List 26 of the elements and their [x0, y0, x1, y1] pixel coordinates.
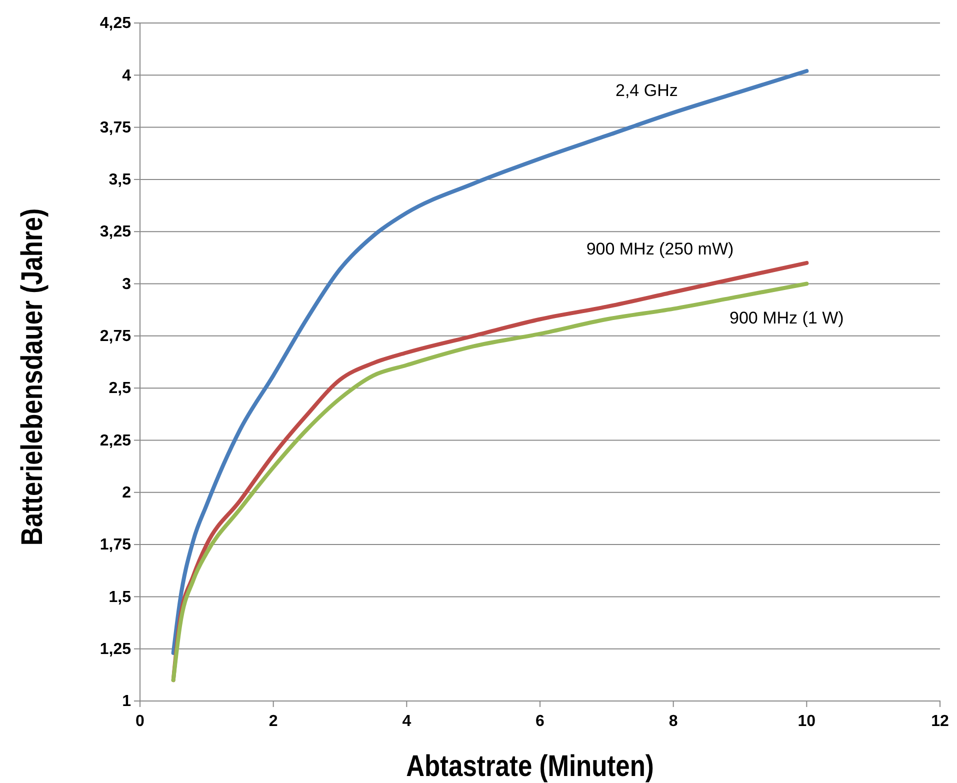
y-tick-label: 1 — [122, 693, 132, 710]
y-tick-label: 1,5 — [108, 588, 132, 606]
x-tick-label: 6 — [536, 713, 545, 730]
series-label: 900 MHz (1 W) — [730, 308, 844, 328]
x-tick-label: 0 — [136, 713, 145, 730]
x-tick-label: 8 — [668, 713, 678, 730]
y-tick-label: 2,75 — [100, 328, 132, 346]
x-tick-label: 10 — [798, 713, 816, 730]
y-tick-label: 3,5 — [108, 172, 132, 189]
x-axis-title: Abtastrate (Minuten) — [406, 749, 654, 782]
y-tick-label: 3 — [122, 276, 132, 293]
x-tick-label: 12 — [931, 713, 949, 730]
y-tick-label: 2,5 — [108, 380, 132, 398]
y-tick-label: 2 — [122, 484, 132, 502]
y-tick-label: 2,25 — [100, 432, 132, 450]
y-tick-label: 4 — [122, 67, 132, 84]
y-tick-label: 1,75 — [100, 536, 132, 554]
y-tick-label: 1,25 — [100, 640, 132, 658]
y-tick-label: 4,25 — [100, 15, 132, 32]
series-label: 900 MHz (250 mW) — [586, 240, 734, 259]
y-tick-label: 3,75 — [100, 119, 132, 136]
x-tick-label: 2 — [268, 713, 278, 730]
y-tick-label: 3,25 — [100, 224, 132, 241]
x-tick-label: 4 — [402, 713, 412, 730]
series-label: 2,4 GHz — [615, 81, 678, 100]
y-axis-title: Batterielebensdauer (Jahre) — [15, 208, 48, 546]
